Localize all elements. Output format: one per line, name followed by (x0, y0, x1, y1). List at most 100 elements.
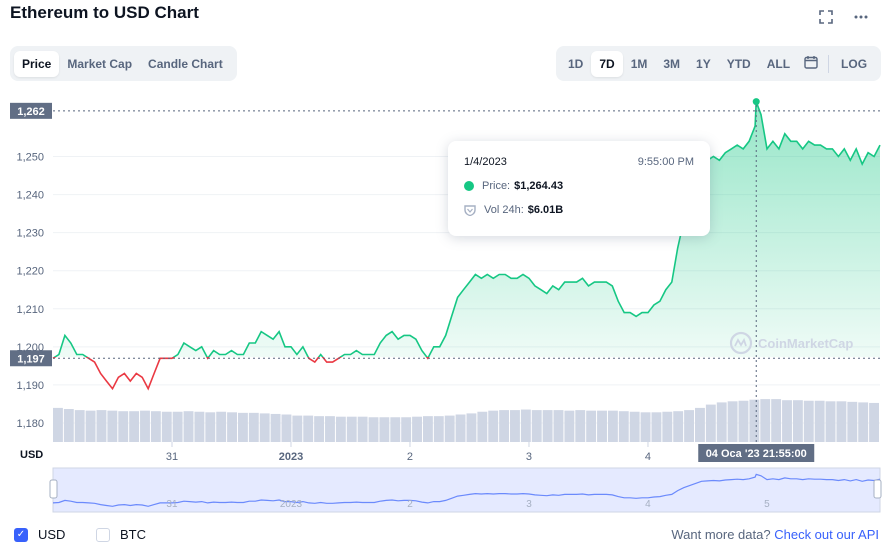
btc-checkbox-label: BTC (120, 527, 146, 542)
range-1m[interactable]: 1M (630, 56, 648, 71)
volume-bar (248, 412, 259, 442)
volume-bar (140, 410, 150, 442)
price-dot-icon (464, 181, 474, 191)
range-1d[interactable]: 1D (568, 56, 584, 71)
chart-type-tabs: Price Market Cap Candle Chart (10, 46, 237, 81)
volume-bar (368, 417, 379, 442)
range-7d[interactable]: 7D (591, 50, 623, 77)
volume-bar (118, 411, 129, 442)
watermark-text: CoinMarketCap (758, 336, 853, 351)
navigator-tick-label: 2 (407, 499, 413, 510)
volume-bar (695, 407, 705, 442)
volume-bar (194, 411, 205, 442)
tooltip-price-value: $1,264.43 (514, 180, 564, 192)
more-icon[interactable] (852, 8, 870, 26)
more-data-text: Want more data? (671, 527, 771, 542)
volume-bar (564, 410, 575, 442)
y-tick-label: 1,250 (16, 152, 44, 164)
checkbox-empty-icon[interactable] (96, 527, 110, 542)
volume-bar (651, 412, 662, 442)
volume-bar (161, 411, 172, 442)
volume-bar (259, 413, 270, 442)
range-all[interactable]: ALL (766, 56, 791, 71)
volume-bar (727, 401, 738, 442)
x-tick-label: 2023 (279, 451, 303, 463)
fullscreen-icon[interactable] (817, 8, 835, 26)
tab-candle-chart[interactable]: Candle Chart (148, 56, 223, 71)
volume-bar (597, 410, 607, 442)
volume-bar (520, 409, 531, 442)
calendar-icon[interactable] (798, 51, 824, 76)
volume-bar (314, 416, 325, 442)
volume-bar (749, 399, 760, 442)
volume-bar (792, 400, 803, 442)
volume-bar (673, 411, 684, 442)
volume-bar (205, 412, 216, 442)
volume-bar (172, 411, 183, 442)
crosshair-label: 04 Oca '23 21:55:00 (706, 448, 807, 460)
log-toggle[interactable]: LOG (841, 56, 868, 71)
volume-bar (531, 410, 542, 442)
volume-bar (684, 410, 695, 442)
volume-bar (63, 409, 74, 442)
selected-point (752, 98, 760, 106)
volume-bar (444, 415, 455, 442)
navigator-handle-left[interactable] (49, 479, 58, 499)
range-3m[interactable]: 3M (663, 56, 681, 71)
volume-bar (510, 410, 520, 442)
volume-bar (412, 416, 422, 442)
open-badge-label: 1,197 (17, 353, 45, 365)
volume-bar (433, 416, 444, 442)
volume-bar (836, 401, 847, 442)
volume-bar (847, 401, 858, 442)
api-link[interactable]: Check out our API (774, 527, 879, 542)
volume-bar (379, 417, 390, 442)
tab-price[interactable]: Price (14, 50, 60, 77)
usd-checkbox-label: USD (38, 527, 66, 542)
volume-bar (96, 410, 107, 442)
volume-bar (455, 414, 466, 442)
y-tick-label: 1,210 (16, 304, 44, 316)
check-icon[interactable]: ✓ (14, 527, 28, 542)
volume-bar (401, 417, 412, 442)
y-tick-label: 1,200 (16, 342, 44, 354)
range-1y[interactable]: 1Y (696, 56, 711, 71)
volume-bar (629, 411, 640, 442)
tooltip: 1/4/2023 9:55:00 PM Price: $1,264.43 Vol… (448, 141, 710, 236)
volume-bar (107, 410, 118, 442)
volume-bar (129, 411, 140, 442)
volume-bar (216, 411, 227, 442)
volume-bar (292, 415, 303, 442)
volume-bar (390, 417, 401, 442)
volume-bar (553, 410, 564, 442)
volume-bar (477, 411, 488, 442)
volume-bar (346, 416, 357, 442)
volume-bar (53, 407, 63, 442)
volume-bar (705, 404, 716, 442)
tooltip-time: 9:55:00 PM (637, 156, 694, 168)
volume-bar (542, 410, 553, 442)
volume-bar (150, 411, 161, 442)
volume-bar (760, 399, 771, 442)
tooltip-price-label: Price: (482, 180, 511, 192)
navigator-tick-label: 5 (764, 499, 770, 510)
more-data: Want more data? Check out our API (671, 527, 879, 542)
volume-bar (640, 412, 651, 442)
y-tick-label: 1,180 (16, 418, 44, 430)
volume-bar (325, 416, 335, 442)
btc-checkbox[interactable]: BTC (96, 527, 146, 542)
range-divider (828, 54, 830, 73)
y-tick-label: 1,240 (16, 190, 44, 202)
crosshair-badge (698, 444, 815, 462)
volume-bar (499, 410, 510, 442)
tab-market-cap[interactable]: Market Cap (67, 56, 133, 71)
usd-checkbox[interactable]: ✓ USD (14, 527, 65, 542)
volume-bar (607, 410, 618, 442)
tooltip-vol-row: Vol 24h: $6.01B (464, 204, 563, 216)
x-tick-label: 31 (166, 451, 178, 463)
volume-bar (227, 412, 237, 442)
navigator-handle-right[interactable] (873, 479, 882, 499)
range-ytd[interactable]: YTD (726, 56, 751, 71)
volume-shield-icon (464, 204, 476, 216)
